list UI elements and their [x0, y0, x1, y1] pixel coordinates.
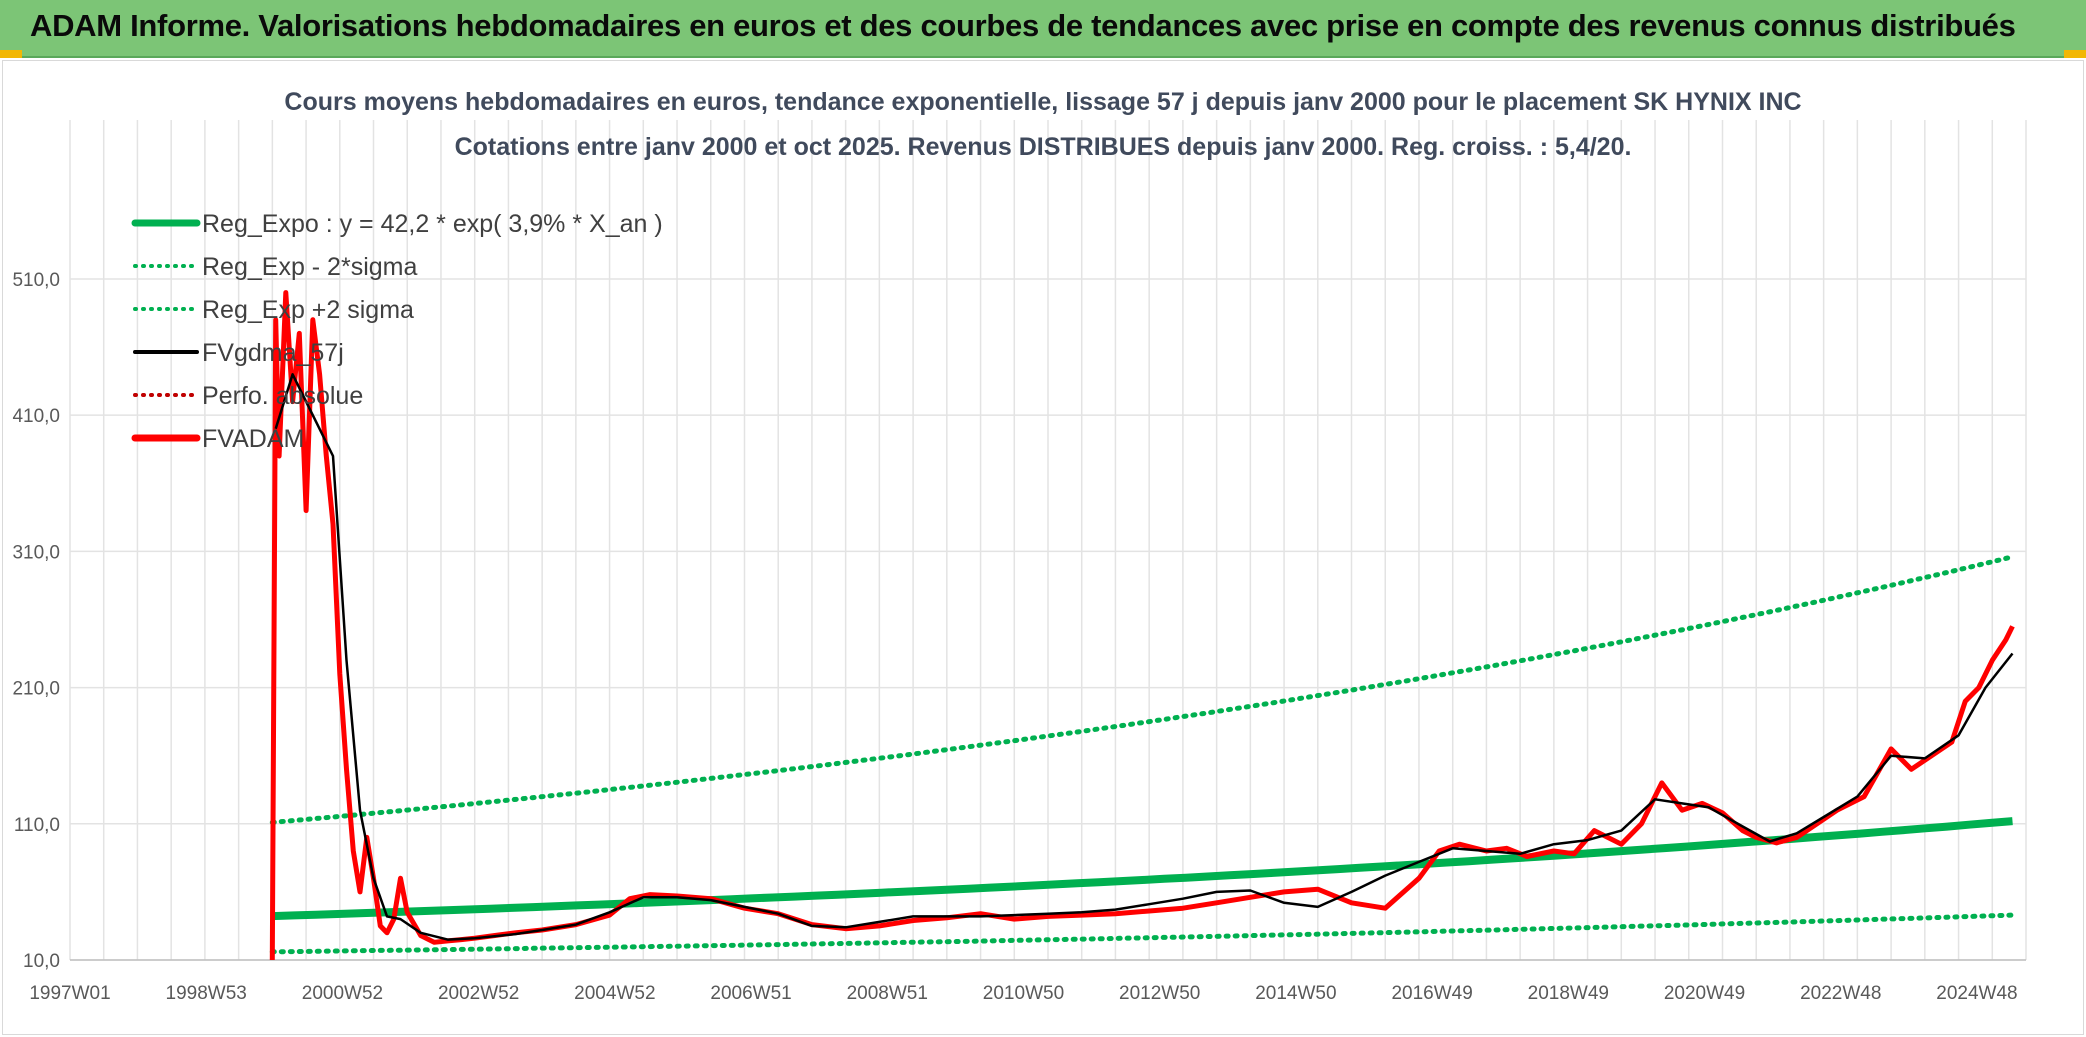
corner-marker-right: [2064, 50, 2086, 58]
band-lower-line: [269, 912, 2015, 955]
x-tick-label: 2000W52: [302, 983, 383, 1004]
fvgdma-line: [274, 373, 2014, 941]
x-tick-label: 1997W01: [29, 983, 110, 1004]
x-tick-label: 2020W49: [1664, 983, 1745, 1004]
y-tick-label: 410,0: [12, 406, 60, 427]
x-tick-label: 1998W53: [166, 983, 247, 1004]
chart-series: [269, 290, 2015, 961]
x-tick-label: 2002W52: [438, 983, 519, 1004]
y-tick-label: 10,0: [23, 951, 60, 972]
legend-label: FVgdma_57j: [202, 339, 344, 367]
x-tick-label: 2008W51: [847, 983, 928, 1004]
y-tick-label: 510,0: [12, 270, 60, 291]
x-tick-label: 2006W51: [710, 983, 791, 1004]
chart-legend: Reg_Expo : y = 42,2 * exp( 3,9% * X_an )…: [131, 210, 663, 453]
report-title: ADAM Informe. Valorisations hebdomadaire…: [30, 8, 2016, 43]
x-tick-label: 2022W48: [1800, 983, 1881, 1004]
x-tick-label: 2018W49: [1528, 983, 1609, 1004]
legend-label: Perfo. absolue: [202, 382, 363, 410]
legend-label: Reg_Expo : y = 42,2 * exp( 3,9% * X_an ): [202, 210, 663, 238]
corner-marker-left: [0, 50, 22, 58]
x-tick-label: 2004W52: [574, 983, 655, 1004]
fvadam-line: [269, 290, 2015, 961]
x-tick-label: 2012W50: [1119, 983, 1200, 1004]
chart-frame: [2, 60, 2084, 1035]
report-banner: ADAM Informe. Valorisations hebdomadaire…: [0, 0, 2086, 58]
regression-line: [272, 817, 2013, 921]
y-tick-label: 210,0: [12, 679, 60, 700]
y-tick-label: 110,0: [14, 815, 60, 836]
x-axis: 1997W01 1998W53 2000W52 2002W52 2004W52 2006W…: [29, 983, 2017, 1004]
x-tick-label: 2014W50: [1255, 983, 1336, 1004]
legend-label: Reg_Exp - 2*sigma: [202, 253, 417, 281]
chart-grid: [69, 120, 2027, 961]
y-tick-label: 310,0: [12, 542, 60, 563]
x-tick-label: 2010W50: [983, 983, 1064, 1004]
band-upper-line: [269, 554, 2015, 825]
chart-title-line-1: Cours moyens hebdomadaires en euros, ten…: [284, 88, 1801, 116]
x-tick-label: 2024W48: [1936, 983, 2017, 1004]
legend-label: Reg_Exp +2 sigma: [202, 296, 414, 324]
chart-title-line-2: Cotations entre janv 2000 et oct 2025. R…: [455, 133, 1632, 161]
y-axis: 10,0 110,0 210,0 310,0 410,0 510,0: [12, 270, 60, 972]
x-tick-label: 2016W49: [1391, 983, 1472, 1004]
legend-label: FVADAM: [202, 425, 304, 453]
